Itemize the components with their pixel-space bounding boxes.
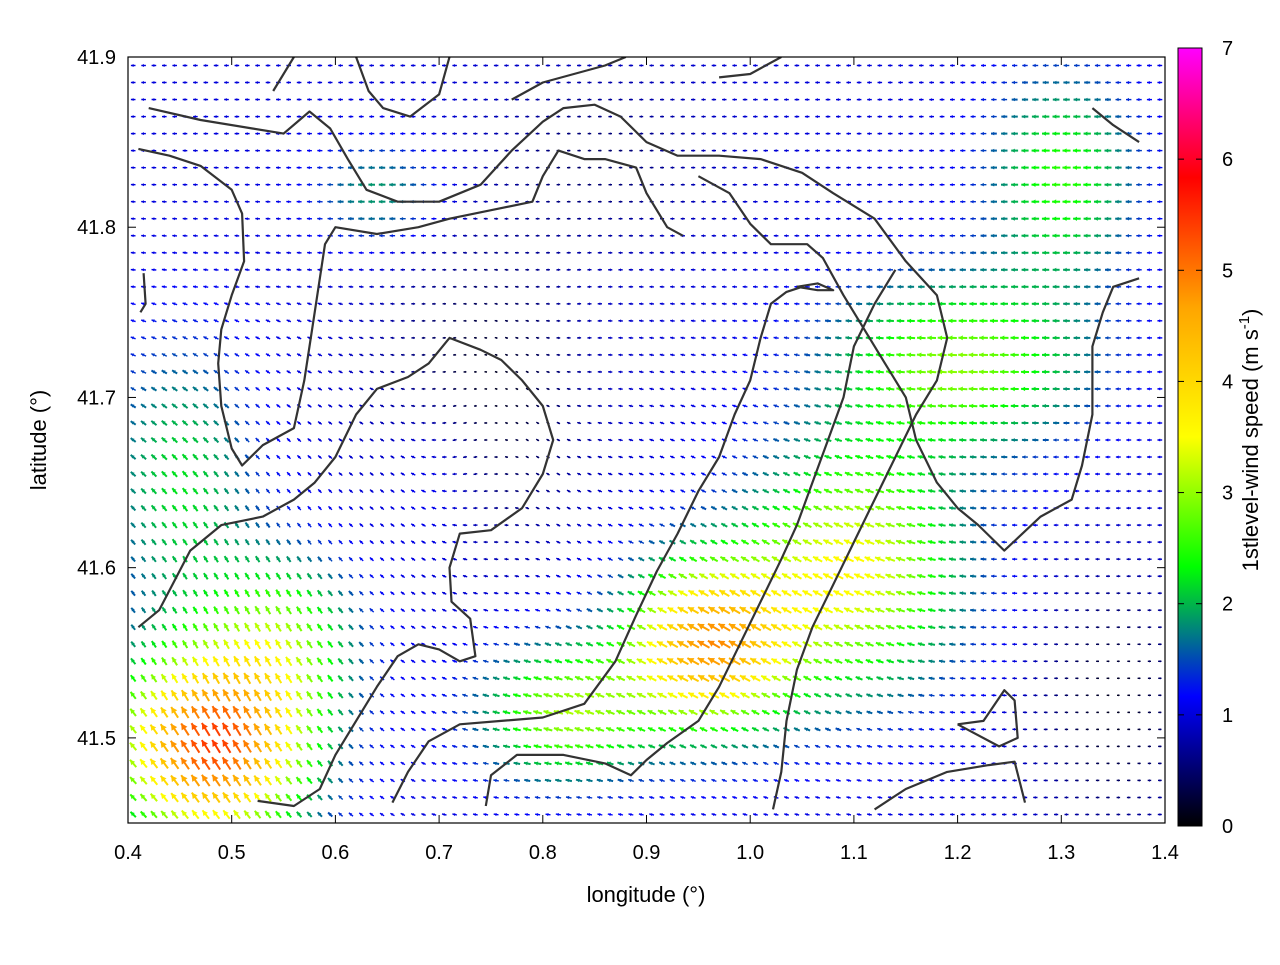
colorbar-gradient: [1178, 48, 1202, 826]
y-tick-label: 41.5: [77, 728, 116, 750]
colorbar-tick-label: 5: [1222, 260, 1233, 282]
colorbar: 0 1 2 3 4 5 6 7 1stlevel-wind speed (m s-1): [1178, 38, 1263, 838]
colorbar-tick-label: 3: [1222, 483, 1233, 505]
y-tick-label: 41.9: [77, 47, 116, 69]
colorbar-tick-label: 6: [1222, 149, 1233, 171]
colorbar-tick-label: 4: [1222, 371, 1233, 393]
colorbar-label: 1stlevel-wind speed (m s-1): [1236, 309, 1263, 572]
x-tick-label: 0.8: [529, 842, 557, 864]
colorbar-tick-label: 0: [1222, 816, 1233, 838]
x-tick-label: 0.9: [633, 842, 661, 864]
y-axis-label: latitude (°): [26, 390, 51, 491]
x-tick-label: 1.3: [1047, 842, 1075, 864]
colorbar-tick-label: 7: [1222, 38, 1233, 60]
x-tick-label: 0.5: [218, 842, 246, 864]
colorbar-tick-label: 1: [1222, 705, 1233, 727]
colorbar-tick-label: 2: [1222, 594, 1233, 616]
x-tick-label: 1.2: [944, 842, 972, 864]
x-tick-label: 0.4: [114, 842, 142, 864]
colorbar-label-end: ): [1238, 309, 1263, 316]
y-tick-label: 41.6: [77, 558, 116, 580]
colorbar-label-superscript: -1: [1236, 316, 1253, 329]
plot-area-background: [128, 57, 1165, 823]
colorbar-label-main: 1stlevel-wind speed (m s: [1238, 329, 1263, 571]
x-tick-label: 0.7: [425, 842, 453, 864]
x-tick-label: 0.6: [321, 842, 349, 864]
x-tick-label: 1.4: [1151, 842, 1179, 864]
x-tick-label: 1.1: [840, 842, 868, 864]
y-tick-label: 41.8: [77, 217, 116, 239]
x-tick-label: 1.0: [736, 842, 764, 864]
x-axis-label: longitude (°): [587, 882, 706, 907]
y-tick-label: 41.7: [77, 387, 116, 409]
